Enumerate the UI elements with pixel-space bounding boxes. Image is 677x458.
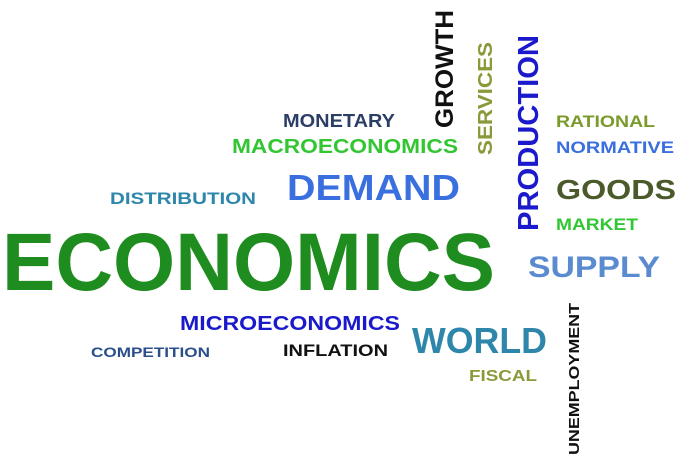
word: DEMAND — [287, 167, 460, 208]
word: GROWTH — [431, 10, 459, 128]
word: PRODUCTION — [513, 35, 545, 231]
word: DISTRIBUTION — [110, 189, 256, 208]
word: UNEMPLOYMENT — [566, 303, 583, 455]
word: ECONOMICS — [2, 217, 495, 308]
word: WORLD — [412, 320, 547, 361]
word: MONETARY — [283, 111, 395, 131]
word: MICROECONOMICS — [180, 313, 400, 335]
word: RATIONAL — [556, 112, 655, 131]
word: INFLATION — [283, 341, 388, 360]
word: SERVICES — [475, 42, 497, 155]
word: COMPETITION — [91, 344, 210, 360]
word: NORMATIVE — [556, 138, 674, 157]
word: MACROECONOMICS — [232, 136, 458, 158]
word: GOODS — [556, 174, 676, 205]
word: MARKET — [556, 215, 639, 234]
word: SUPPLY — [528, 251, 660, 284]
word: FISCAL — [469, 368, 537, 385]
